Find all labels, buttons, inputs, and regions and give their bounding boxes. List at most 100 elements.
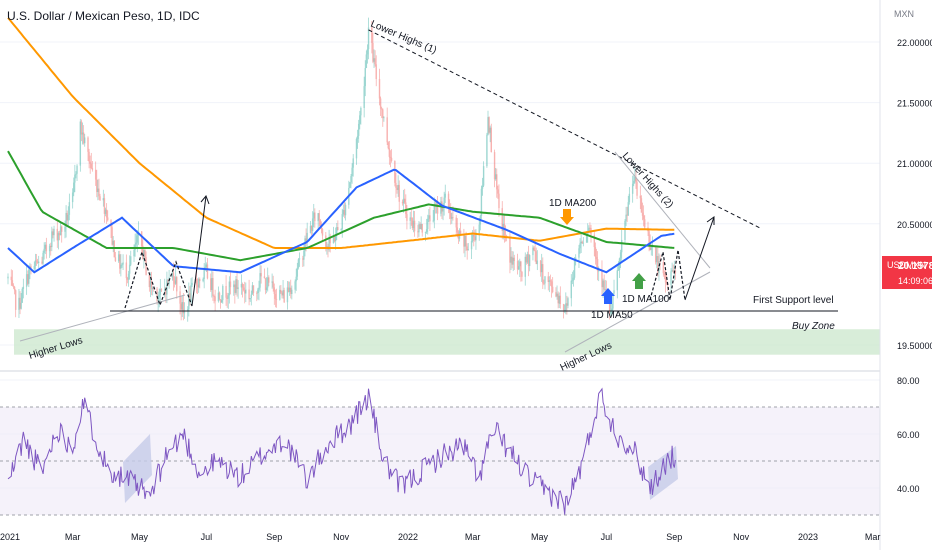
candle-body: [636, 182, 638, 196]
candle: [519, 258, 521, 278]
candle-body: [166, 279, 168, 295]
candle-body: [525, 256, 528, 263]
price-tick-label: 20.50000: [897, 220, 932, 230]
candle: [639, 185, 642, 210]
candle-body: [443, 197, 445, 205]
candle-body: [130, 256, 132, 265]
candle-body: [98, 188, 100, 197]
candle-body: [651, 246, 654, 248]
candle-body: [41, 261, 43, 264]
candle-body: [181, 302, 183, 310]
candle: [510, 247, 512, 271]
candle: [36, 258, 39, 264]
candle: [112, 235, 114, 253]
candle-body: [263, 276, 266, 279]
candle: [596, 251, 599, 281]
candle: [121, 262, 123, 268]
candle-body: [241, 283, 244, 288]
candle: [627, 195, 629, 217]
candle-body: [534, 250, 536, 252]
candle: [459, 222, 462, 236]
candle: [203, 263, 205, 289]
candle: [363, 76, 365, 118]
candle-body: [640, 198, 643, 213]
candle-body: [135, 242, 137, 245]
candle-body: [159, 289, 162, 295]
candle: [410, 208, 412, 226]
candle: [481, 177, 484, 196]
candle-body: [664, 274, 667, 283]
candle-body: [360, 107, 362, 116]
candle: [258, 280, 260, 301]
candle: [252, 285, 255, 296]
rsi-axis[interactable]: 80.00 60.00 40.00: [897, 376, 920, 494]
candle: [413, 211, 416, 237]
candle-body: [357, 123, 360, 136]
candle-body: [593, 234, 596, 248]
candle: [87, 136, 89, 162]
candle: [34, 253, 37, 270]
candle: [290, 279, 292, 299]
candle: [611, 303, 613, 316]
candle-body: [53, 228, 55, 236]
candle-body: [151, 287, 154, 290]
candle-body: [516, 261, 519, 270]
candle: [620, 229, 623, 262]
candle-body: [429, 215, 431, 222]
candle: [104, 207, 107, 217]
candle-body: [596, 259, 599, 272]
candle: [195, 271, 198, 294]
candle-body: [336, 227, 338, 235]
price-axis[interactable]: 22.00000 21.50000 21.00000 20.50000 19.50000: [897, 38, 932, 351]
candle-body: [157, 297, 159, 302]
candle-body: [97, 188, 99, 193]
candle: [533, 246, 535, 252]
candle-body: [33, 265, 36, 270]
candle-body: [158, 294, 160, 298]
candle-body: [245, 289, 247, 294]
candle: [493, 149, 496, 188]
candle-body: [226, 297, 228, 299]
candle-body: [149, 280, 152, 288]
candle: [610, 301, 612, 316]
candle-body: [372, 42, 374, 62]
candle-body: [526, 254, 529, 263]
candle-body: [544, 276, 546, 284]
candle: [535, 247, 537, 265]
candle-body: [204, 267, 206, 269]
candle-body: [502, 224, 505, 231]
candle: [274, 289, 277, 308]
candle-body: [564, 309, 566, 311]
candle: [13, 286, 16, 295]
candle-body: [539, 260, 542, 273]
candle-body: [304, 238, 306, 251]
candle-body: [475, 232, 477, 241]
candle-body: [28, 269, 30, 284]
arrow-ma100: [632, 273, 646, 289]
candle-body: [320, 226, 323, 230]
time-axis[interactable]: 2021 Mar May Jul Sep Nov 2022 Mar May Jul Sep Nov 20…: [0, 532, 880, 542]
candle-body: [474, 236, 476, 241]
candle: [656, 247, 658, 269]
candle-body: [585, 234, 588, 243]
candle-body: [616, 270, 619, 291]
candle-body: [456, 227, 459, 233]
candle: [556, 285, 558, 300]
candle-body: [256, 292, 258, 294]
candle: [504, 225, 507, 242]
candle-body: [297, 259, 300, 268]
candle-body: [489, 127, 491, 133]
candle: [490, 123, 492, 153]
price-tick-label: 22.00000: [897, 38, 932, 48]
candle: [633, 175, 635, 187]
candle: [156, 286, 158, 305]
candle-body: [387, 142, 389, 149]
candle-body: [494, 174, 497, 180]
candle: [517, 260, 520, 271]
candle-body: [635, 176, 637, 183]
candle: [264, 277, 267, 295]
candle: [617, 261, 620, 271]
candle: [76, 164, 78, 182]
